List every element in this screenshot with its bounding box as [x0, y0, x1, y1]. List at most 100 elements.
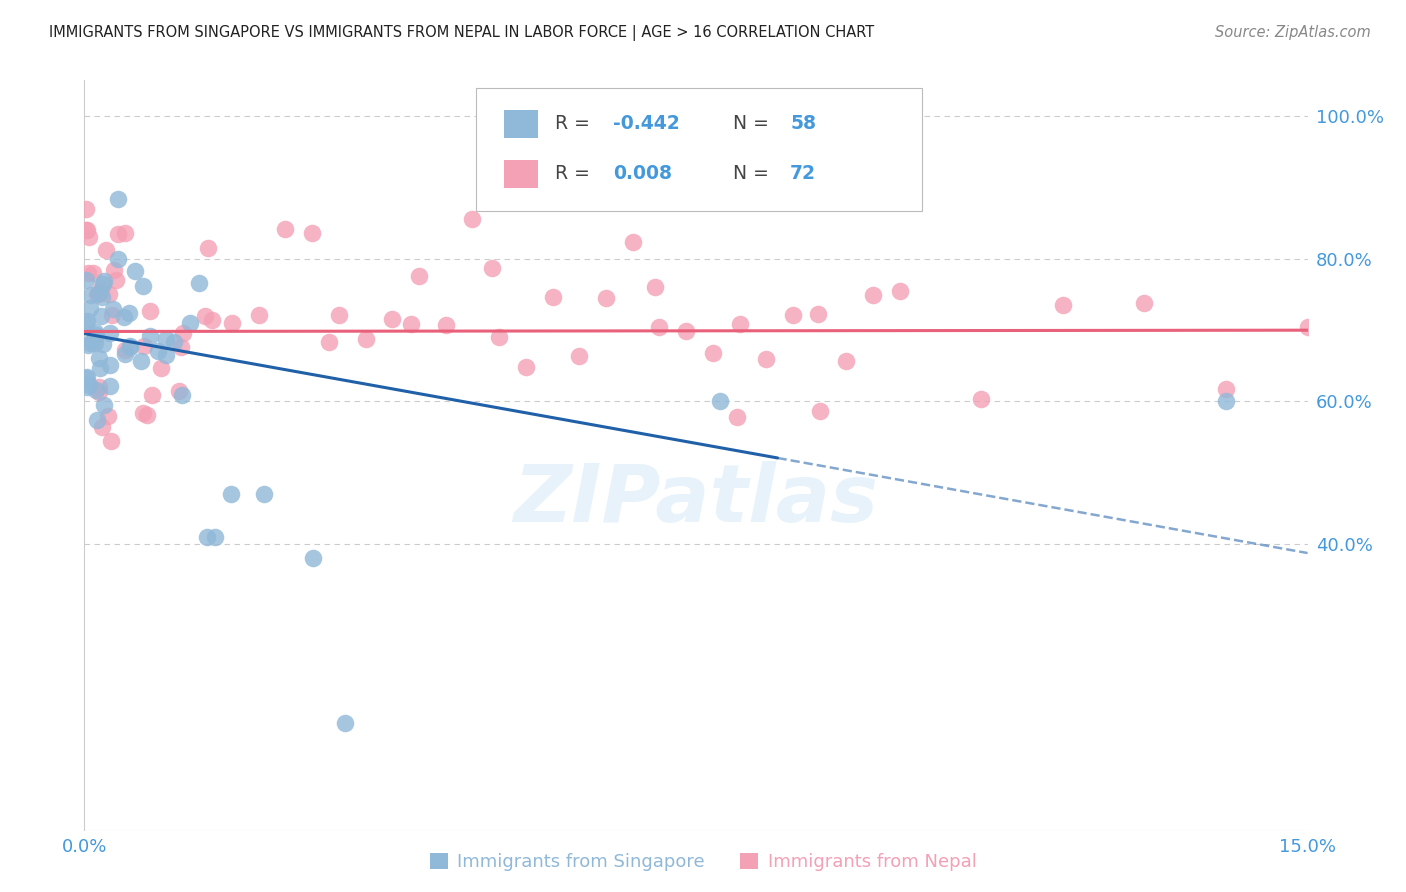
Point [132, 279, 155, 293]
Point [87, 286, 110, 301]
Point [82, 266, 104, 280]
Point [100, 434, 122, 449]
Point [354, 332, 377, 346]
Point [197, 241, 219, 255]
Point [1215, 383, 1237, 397]
Point [709, 394, 731, 409]
Point [124, 263, 146, 277]
Point [91, 289, 114, 303]
Point [725, 409, 748, 424]
Text: ZIPatlas: ZIPatlas [513, 461, 879, 539]
Point [335, 715, 357, 730]
Point [219, 487, 242, 501]
Point [107, 227, 129, 241]
Point [155, 333, 177, 347]
Point [481, 194, 503, 209]
Point [91, 277, 114, 292]
Point [194, 310, 217, 324]
Point [87, 380, 110, 394]
Text: Source: ZipAtlas.com: Source: ZipAtlas.com [1215, 25, 1371, 40]
Point [77, 338, 100, 352]
Point [138, 304, 160, 318]
Point [408, 269, 430, 284]
Text: 72: 72 [790, 164, 815, 184]
Point [76, 313, 98, 327]
Point [86, 287, 108, 301]
Point [97, 409, 120, 423]
Point [488, 330, 510, 344]
Point [808, 404, 831, 418]
Point [98, 326, 121, 340]
Point [167, 384, 190, 398]
Point [201, 312, 224, 326]
Point [107, 192, 129, 206]
Point [83, 335, 105, 350]
Point [204, 530, 226, 544]
Point [138, 329, 160, 343]
Point [114, 347, 136, 361]
Point [79, 335, 101, 350]
Point [141, 387, 163, 401]
Point [79, 230, 101, 244]
Point [970, 392, 993, 406]
Point [90, 309, 112, 323]
Point [155, 348, 177, 362]
Point [75, 202, 97, 216]
Point [1296, 320, 1319, 334]
Point [461, 211, 484, 226]
Point [648, 320, 671, 334]
Point [568, 349, 591, 363]
Point [399, 317, 422, 331]
Point [172, 387, 194, 401]
Point [98, 379, 121, 393]
Point [595, 291, 617, 305]
Point [247, 309, 270, 323]
Point [76, 223, 98, 237]
Point [150, 361, 173, 376]
Point [562, 184, 585, 198]
Point [77, 377, 100, 392]
Point [129, 353, 152, 368]
Point [163, 334, 186, 349]
Point [84, 327, 107, 342]
Point [603, 194, 626, 209]
Point [862, 288, 884, 302]
Text: 58: 58 [790, 114, 815, 133]
Point [621, 235, 644, 249]
Point [728, 317, 751, 331]
Point [481, 260, 503, 275]
Point [107, 252, 129, 266]
Point [301, 551, 323, 566]
Point [675, 325, 697, 339]
Point [381, 312, 404, 326]
Point [118, 306, 141, 320]
Point [318, 334, 340, 349]
Point [75, 223, 97, 237]
Point [98, 358, 121, 372]
Text: IMMIGRANTS FROM SINGAPORE VS IMMIGRANTS FROM NEPAL IN LABOR FORCE | AGE > 16 COR: IMMIGRANTS FROM SINGAPORE VS IMMIGRANTS … [49, 25, 875, 41]
Point [146, 344, 169, 359]
Point [97, 286, 120, 301]
Point [89, 360, 111, 375]
FancyBboxPatch shape [475, 87, 922, 211]
Point [94, 243, 117, 257]
Point [89, 351, 111, 365]
Point [93, 336, 115, 351]
Point [221, 316, 243, 330]
Point [77, 266, 100, 280]
Point [75, 371, 97, 385]
Point [75, 272, 97, 286]
Point [1215, 394, 1237, 409]
Point [87, 287, 110, 301]
Point [103, 262, 125, 277]
FancyBboxPatch shape [503, 110, 538, 138]
Point [105, 273, 128, 287]
Point [89, 385, 111, 400]
Point [197, 530, 219, 544]
Point [75, 318, 97, 332]
Point [515, 360, 537, 375]
Text: N =: N = [733, 114, 775, 133]
Point [835, 354, 858, 368]
Text: -0.442: -0.442 [613, 114, 679, 133]
Point [93, 274, 115, 288]
